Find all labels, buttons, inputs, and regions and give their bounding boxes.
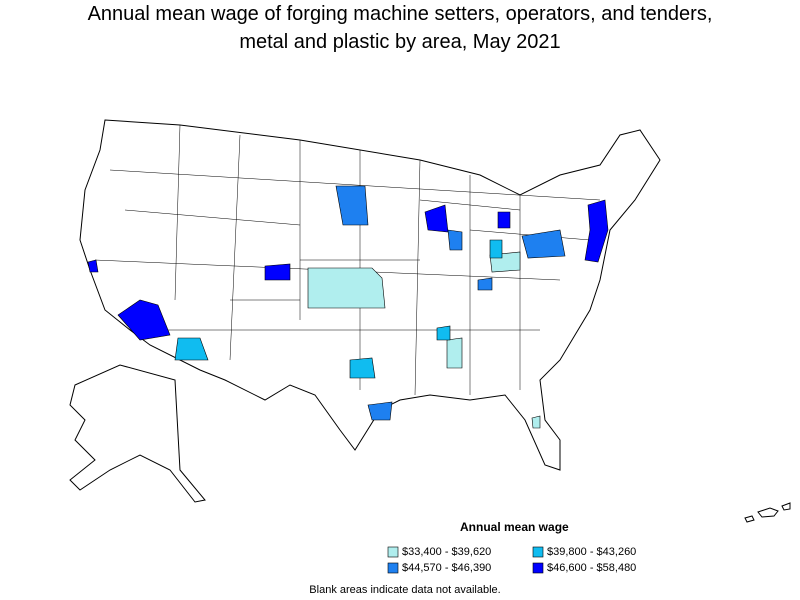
area-wisconsin — [424, 204, 449, 233]
area-tennessee — [436, 325, 451, 341]
area-kentucky — [477, 277, 493, 291]
legend-label: $46,600 - $58,480 — [547, 562, 636, 574]
area-ohio — [521, 229, 566, 259]
area-illinois — [447, 229, 463, 251]
area-northeast — [584, 199, 609, 263]
title-line: Annual mean wage of forging machine sett… — [88, 3, 713, 25]
legend-swatch — [532, 562, 544, 574]
legend-label: $39,800 - $43,260 — [547, 546, 636, 558]
legend-label: $33,400 - $39,620 — [402, 546, 491, 558]
footnote: Blank areas indicate data not available. — [309, 584, 500, 596]
legend-swatch — [387, 562, 399, 574]
hawaii-outline — [744, 515, 755, 523]
area-florida — [531, 415, 541, 429]
hawaii-outline — [781, 502, 791, 511]
area-bay-area — [87, 259, 99, 273]
legend: $33,400 - $39,620 $39,800 - $43,260 $44,57… — [387, 546, 636, 574]
area-indiana — [489, 239, 503, 259]
legend-swatch — [387, 546, 399, 558]
alaska-outline — [69, 364, 206, 503]
area-los-angeles — [117, 299, 171, 341]
area-phoenix — [174, 337, 209, 361]
area-mississippi — [446, 337, 463, 369]
legend-label: $44,570 - $46,390 — [402, 562, 491, 574]
legend-title: Annual mean wage — [460, 520, 569, 534]
area-arkansas — [349, 357, 376, 379]
area-houston — [367, 401, 393, 421]
area-minnesota — [335, 185, 369, 226]
title-line: metal and plastic by area, May 2021 — [239, 31, 560, 53]
area-denver — [264, 263, 291, 281]
area-kansas — [307, 267, 386, 309]
hawaii-outline — [757, 507, 779, 518]
area-michigan — [497, 211, 511, 229]
legend-swatch — [532, 546, 544, 558]
us-map — [69, 119, 791, 523]
